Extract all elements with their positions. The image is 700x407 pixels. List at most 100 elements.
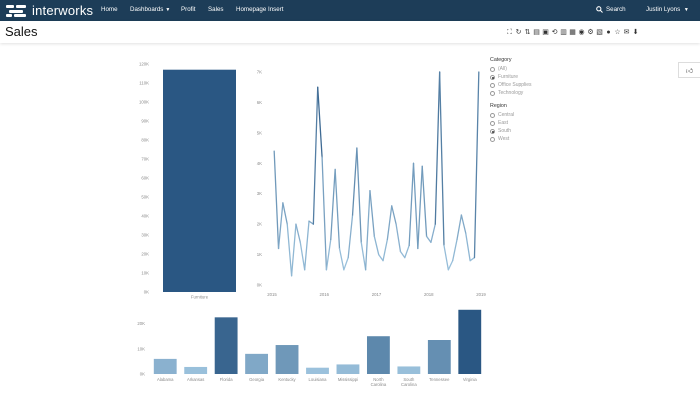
brand-name: interworks [32,3,94,18]
line-segment [351,147,358,216]
line-segment [399,250,406,259]
line-segment [334,168,341,250]
x-tick-label: 2019 [476,292,486,297]
region-option-west[interactable]: West [490,135,580,143]
line-segment [378,253,384,262]
share-icon[interactable]: ◉ [578,28,585,36]
print-icon[interactable]: ▧ [596,28,603,36]
table-icon[interactable]: ▦ [569,28,576,36]
line-segment [338,247,345,271]
top-navigation-bar: interworks Home Dashboards ▼ Profit Sales… [0,0,700,21]
x-tick-label: Virginia [463,377,478,382]
y-tick-label: 10K [137,346,145,351]
bar-georgia [245,353,269,374]
page-title-bar: Sales ⛶ ↻ ⇅ ▤ ▣ ⟲ ▥ ▦ ◉ ⚙ ▧ ● ☆ ✉ ⬇ [0,21,700,43]
region-option-east[interactable]: East [490,119,580,127]
caret-down-icon: ▼ [683,7,689,13]
line-segment [452,238,458,262]
nav-home[interactable]: Home [101,6,118,13]
revert-icon[interactable]: ⟲ [551,28,558,36]
y-tick-label: 110K [139,81,149,86]
export-pdf-icon[interactable]: ▤ [533,28,540,36]
bar-kentucky [275,345,299,374]
line-segment [299,241,306,271]
radio-selected-icon [490,74,495,80]
y-tick-label: 30K [141,233,149,238]
dashboard-toolbar: ⛶ ↻ ⇅ ▤ ▣ ⟲ ▥ ▦ ◉ ⚙ ▧ ● ☆ ✉ ⬇ [506,28,639,36]
y-tick-label: 4K [257,161,262,166]
line-segment [434,71,441,225]
export-image-icon[interactable]: ▣ [542,28,549,36]
category-option-technology[interactable]: Technology [490,89,580,97]
category-option-all[interactable]: (All) [490,65,580,73]
category-option-furniture[interactable]: Furniture [490,73,580,81]
line-segment [277,202,284,250]
y-tick-label: 0K [144,290,149,295]
line-segment [373,235,380,256]
caret-down-icon: ▼ [165,7,171,13]
bar-louisiana [306,367,329,374]
nav-homepage-insert[interactable]: Homepage Insert [236,6,284,13]
nav-dashboards[interactable]: Dashboards ▼ [130,6,171,13]
line-segment [360,241,367,271]
thumbs-up-tab[interactable]: 👍︎ [678,62,700,78]
line-segment [447,260,454,271]
region-option-central[interactable]: Central [490,111,580,119]
download-icon[interactable]: ⬇ [632,28,639,36]
line-segment [430,223,436,244]
x-tick-label: Arkansas [187,377,204,382]
nav-sales[interactable]: Sales [208,6,224,13]
y-tick-label: 5K [257,130,262,135]
refresh-icon[interactable]: ↻ [515,28,522,36]
nav-profit[interactable]: Profit [181,6,196,13]
y-tick-label: 20K [137,321,145,326]
subscribe-icon[interactable]: ● [606,28,611,36]
email-icon[interactable]: ✉ [623,28,630,36]
favorite-icon[interactable]: ☆ [614,28,621,36]
line-segment [417,165,423,250]
bar-tennessee [427,340,451,374]
line-segment [364,190,371,271]
category-option-office-supplies[interactable]: Office Supplies [490,81,580,89]
y-tick-label: 60K [141,176,149,181]
save-icon[interactable]: ▥ [560,28,567,36]
user-menu[interactable]: Justin Lyons ▼ [646,6,689,13]
y-tick-label: 0K [140,372,145,377]
logo-mark-icon [6,4,28,17]
fullscreen-icon[interactable]: ⛶ [507,28,512,36]
search-button[interactable]: Search [596,6,626,13]
line-segment [317,86,323,158]
x-tick-label: 2017 [372,292,382,297]
line-segment [369,190,375,237]
sort-icon[interactable]: ⇅ [524,28,531,36]
user-name: Justin Lyons [646,6,681,13]
y-tick-label: 1K [257,252,262,257]
bar-florida [214,317,238,374]
x-tick-label: Kentucky [278,377,296,382]
line-segment [421,165,428,237]
line-segment [330,168,336,241]
brand-logo[interactable]: interworks [6,3,93,18]
y-tick-label: 6K [257,100,262,105]
line-segment [308,220,315,225]
search-icon [596,6,603,13]
x-tick-label: 2016 [319,292,329,297]
y-tick-label: 100K [139,100,149,105]
line-segment [295,223,301,244]
y-tick-label: 50K [141,195,149,200]
x-tick-label: Georgia [249,377,265,382]
bar-mississippi [336,364,360,374]
thumbs-up-icon: 👍︎ [685,67,694,75]
line-segment [425,235,432,244]
y-tick-label: 20K [141,252,149,257]
settings-icon[interactable]: ⚙ [587,28,594,36]
line-segment [321,156,328,271]
line-segment [391,205,397,225]
y-tick-label: 120K [139,62,149,67]
region-option-south[interactable]: South [490,127,580,135]
x-tick-label: Louisiana [309,377,328,382]
line-segment [460,214,467,234]
bar-arkansas [184,366,208,374]
y-tick-label: 0K [257,283,262,288]
